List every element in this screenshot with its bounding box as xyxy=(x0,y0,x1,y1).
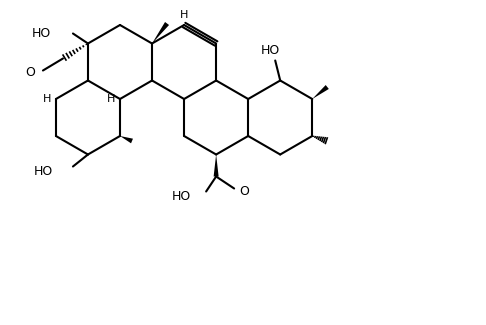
Text: H: H xyxy=(43,94,51,104)
Text: HO: HO xyxy=(32,27,51,40)
Text: O: O xyxy=(25,66,35,79)
Text: HO: HO xyxy=(34,165,53,178)
Polygon shape xyxy=(312,85,329,99)
Polygon shape xyxy=(214,154,219,176)
Polygon shape xyxy=(152,22,169,44)
Polygon shape xyxy=(120,136,133,143)
Text: O: O xyxy=(239,185,249,198)
Text: H: H xyxy=(106,94,115,104)
Text: HO: HO xyxy=(260,44,280,57)
Text: H: H xyxy=(180,10,188,20)
Text: HO: HO xyxy=(172,190,191,203)
